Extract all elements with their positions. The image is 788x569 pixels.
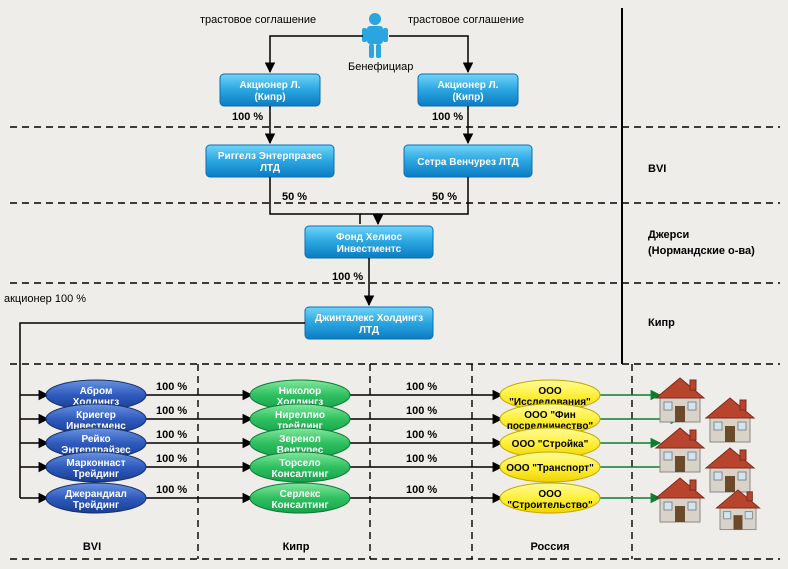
svg-text:100 %: 100 %	[406, 429, 437, 441]
svg-text:Абром: Абром	[80, 385, 113, 397]
svg-text:Криегер: Криегер	[76, 410, 116, 421]
svg-text:100 %: 100 %	[406, 453, 437, 465]
trust-right-label: трастовое соглашение	[408, 14, 524, 26]
svg-text:Трейдинг: Трейдинг	[73, 500, 119, 511]
box-rig: Риггелз Энтерпразес ЛТД	[206, 145, 334, 177]
lbl-russia: Россия	[530, 541, 569, 553]
svg-text:ЛТД: ЛТД	[359, 325, 379, 336]
pct-50r: 50 %	[432, 191, 457, 203]
svg-text:100 %: 100 %	[156, 429, 187, 441]
svg-text:(Кипр): (Кипр)	[254, 92, 285, 103]
person-icon	[362, 13, 388, 58]
svg-text:Рейко: Рейко	[81, 434, 110, 445]
svg-text:ООО "Фин: ООО "Фин	[524, 410, 576, 421]
pct-1r: 100 %	[432, 111, 463, 123]
svg-text:Зеренол: Зеренол	[279, 434, 321, 445]
svg-text:Трейдинг: Трейдинг	[73, 469, 119, 480]
lbl-bvi: BVI	[83, 541, 101, 553]
svg-text:Акционер Л.: Акционер Л.	[240, 80, 301, 91]
svg-text:100 %: 100 %	[406, 405, 437, 417]
juris-bvi: BVI	[648, 163, 666, 175]
svg-text:Марконнаст: Марконнаст	[66, 458, 125, 469]
svg-text:Серлекс: Серлекс	[280, 489, 321, 500]
svg-text:Консалтинг: Консалтинг	[271, 469, 328, 480]
svg-text:Риггелз Энтерпразес: Риггелз Энтерпразес	[218, 151, 323, 162]
akc-100-label: акционер 100 %	[4, 293, 86, 305]
blue-stack: АбромХолдингзКриегерИнвестменсРейкоЭнтер…	[46, 380, 146, 513]
svg-text:ООО: ООО	[538, 489, 562, 500]
yellow-stack: ООО"Исследования"ООО "Финпосредничество"…	[500, 380, 600, 513]
svg-text:"Строительство": "Строительство"	[507, 500, 593, 511]
houses	[656, 378, 760, 530]
svg-text:Инвестментс: Инвестментс	[337, 244, 402, 255]
svg-text:ООО: ООО	[538, 386, 562, 397]
svg-text:Консалтинг: Консалтинг	[271, 500, 328, 511]
conn-bus-blue	[20, 395, 48, 498]
svg-text:Ниреллио: Ниреллио	[275, 410, 325, 421]
svg-text:ООО "Транспорт": ООО "Транспорт"	[506, 463, 594, 474]
svg-text:(Кипр): (Кипр)	[452, 92, 483, 103]
juris-jersey: Джерси	[648, 229, 689, 241]
box-set: Сетра Венчурез ЛТД	[404, 145, 532, 177]
benef-label: Бенефициар	[348, 61, 413, 73]
svg-text:Николор: Николор	[279, 386, 322, 397]
trust-left-label: трастовое соглашение	[200, 14, 316, 26]
box-shareholder-l: Акционер Л. (Кипр)	[220, 74, 320, 106]
pct-1l: 100 %	[232, 111, 263, 123]
svg-text:100 %: 100 %	[406, 484, 437, 496]
svg-text:Джерандиал: Джерандиал	[65, 489, 127, 500]
box-shareholder-r: Акционер Л. (Кипр)	[418, 74, 518, 106]
pct-100b: 100 %	[332, 271, 363, 283]
svg-text:Фонд Хелиос: Фонд Хелиос	[336, 232, 403, 243]
pct-col1: 100 % 100 % 100 % 100 % 100 %	[156, 381, 187, 496]
pct-50l: 50 %	[282, 191, 307, 203]
svg-text:100 %: 100 %	[156, 453, 187, 465]
juris-cyprus: Кипр	[648, 317, 675, 329]
green-stack: НиколорХолдингзНиреллиотрейдингЗеренолВе…	[250, 380, 350, 513]
svg-text:100 %: 100 %	[156, 484, 187, 496]
svg-text:ООО "Стройка": ООО "Стройка"	[512, 439, 589, 450]
svg-text:100 %: 100 %	[406, 381, 437, 393]
box-gin: Джинталекс Холдингз ЛТД	[305, 307, 433, 339]
lbl-cyprus: Кипр	[283, 541, 310, 553]
svg-text:100 %: 100 %	[156, 405, 187, 417]
svg-text:Торсело: Торсело	[279, 458, 320, 469]
svg-text:Джинталекс Холдингз: Джинталекс Холдингз	[315, 313, 423, 324]
svg-text:ЛТД: ЛТД	[260, 163, 280, 174]
pct-col2: 100 % 100 % 100 % 100 % 100 %	[406, 381, 437, 496]
svg-text:Сетра Венчурез ЛТД: Сетра Венчурез ЛТД	[417, 157, 518, 168]
svg-text:100 %: 100 %	[156, 381, 187, 393]
juris-jersey2: (Нормандские о-ва)	[648, 245, 755, 257]
box-hel: Фонд Хелиос Инвестментс	[305, 226, 433, 258]
svg-text:Акционер Л.: Акционер Л.	[438, 80, 499, 91]
